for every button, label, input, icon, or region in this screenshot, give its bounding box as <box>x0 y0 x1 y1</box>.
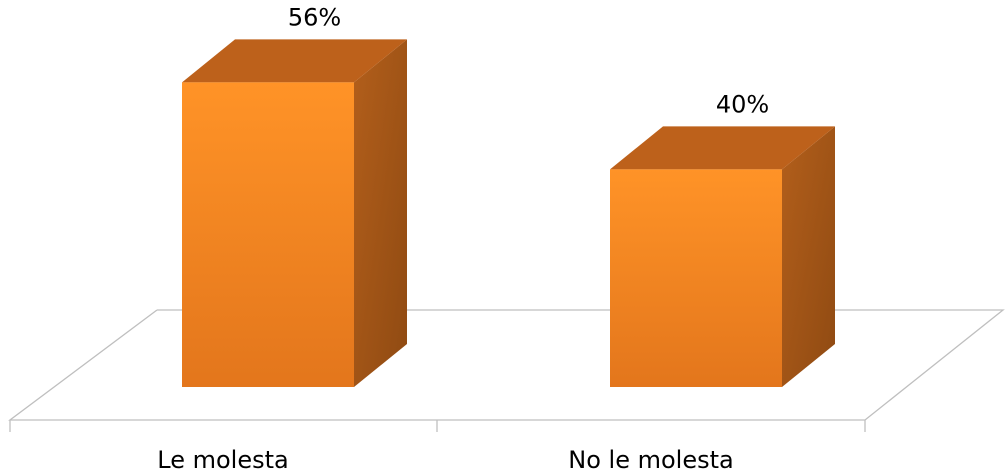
category-label-le-molesta: Le molesta <box>157 446 288 474</box>
bar-le-molesta <box>182 39 407 388</box>
bar-no-le-molesta <box>610 126 835 388</box>
chart-floor <box>8 309 1005 432</box>
bar-side-face <box>354 39 407 388</box>
bar-front-face <box>182 82 354 388</box>
bar-side-face <box>782 126 835 388</box>
bar-top-face <box>182 39 407 83</box>
floor-outline <box>8 309 1005 421</box>
bar-front-face <box>610 169 782 387</box>
bars <box>182 39 835 388</box>
labels: 56% Le molesta 40% No le molesta <box>157 3 769 474</box>
category-label-no-le-molesta: No le molesta <box>568 446 733 474</box>
value-label-le-molesta: 56% <box>288 3 341 31</box>
bar-top-face <box>610 126 835 170</box>
value-label-no-le-molesta: 40% <box>716 90 769 118</box>
